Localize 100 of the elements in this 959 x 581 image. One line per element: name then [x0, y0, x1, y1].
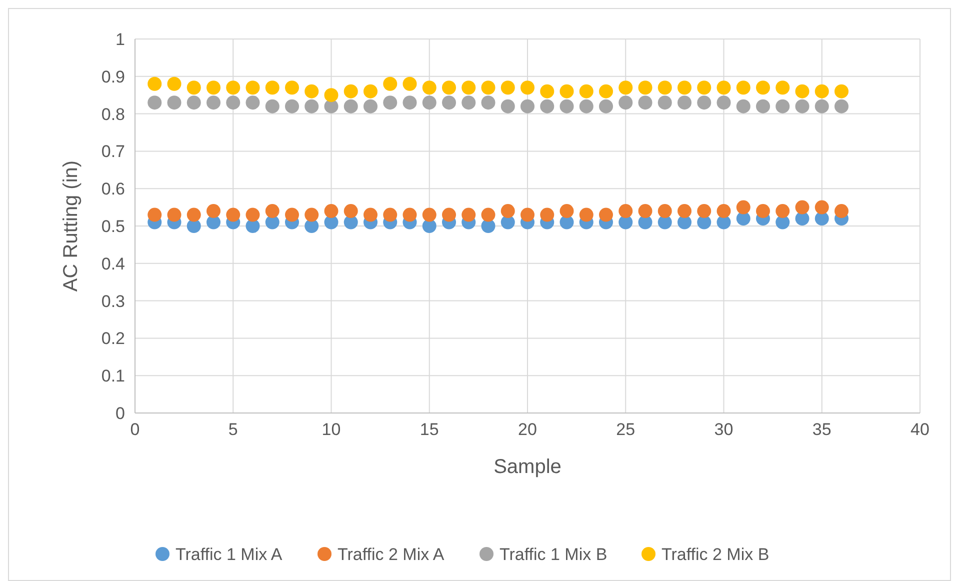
- point: [422, 208, 436, 222]
- point: [814, 84, 829, 98]
- point: [560, 99, 574, 114]
- y-tick-label: 1: [116, 30, 125, 49]
- point: [560, 204, 574, 218]
- point: [422, 80, 436, 95]
- point: [364, 99, 378, 114]
- point: [226, 208, 240, 222]
- y-axis-title: AC Rutting (in): [60, 160, 82, 292]
- point: [618, 204, 633, 218]
- point: [560, 84, 574, 98]
- point: [697, 80, 712, 95]
- point: [638, 96, 652, 110]
- point: [697, 204, 712, 218]
- x-tick-label: 15: [420, 420, 439, 439]
- point: [383, 96, 398, 110]
- point: [736, 200, 750, 214]
- point: [167, 96, 182, 110]
- point: [304, 84, 319, 98]
- point: [697, 96, 712, 110]
- legend-label: Traffic 2 Mix A: [338, 545, 445, 564]
- point: [776, 204, 790, 218]
- point: [481, 208, 496, 222]
- point: [678, 80, 692, 95]
- point: [206, 80, 220, 95]
- point: [265, 204, 280, 218]
- y-tick-label: 0.2: [101, 329, 125, 348]
- point: [383, 76, 398, 91]
- point: [716, 80, 731, 95]
- point: [402, 208, 417, 222]
- point: [167, 76, 182, 91]
- point: [442, 80, 456, 95]
- point: [481, 80, 496, 95]
- point: [206, 96, 220, 110]
- point: [402, 96, 417, 110]
- point: [324, 88, 338, 102]
- point: [756, 99, 770, 114]
- point: [246, 208, 260, 222]
- point: [736, 99, 750, 114]
- point: [520, 208, 534, 222]
- point: [678, 215, 692, 230]
- point: [756, 80, 770, 95]
- point: [206, 215, 220, 230]
- x-tick-label: 10: [322, 420, 341, 439]
- point: [304, 99, 319, 114]
- point: [167, 208, 182, 222]
- y-tick-label: 0: [116, 404, 125, 423]
- point: [402, 76, 417, 91]
- x-tick-label: 0: [130, 420, 140, 439]
- point: [285, 99, 299, 114]
- point: [285, 208, 299, 222]
- point: [246, 80, 260, 95]
- x-tick-label: 5: [228, 420, 238, 439]
- point: [206, 204, 220, 218]
- point: [481, 96, 496, 110]
- point: [540, 208, 554, 222]
- x-tick-label: 40: [910, 420, 930, 439]
- point: [265, 99, 280, 114]
- point: [599, 99, 613, 114]
- x-tick-label: 20: [518, 420, 537, 439]
- point: [716, 96, 731, 110]
- legend-label: Traffic 1 Mix A: [176, 545, 283, 564]
- point: [364, 208, 378, 222]
- point: [540, 84, 554, 98]
- point: [500, 80, 515, 95]
- point: [246, 96, 260, 110]
- point: [834, 84, 848, 98]
- point: [678, 96, 692, 110]
- x-axis-title: Sample: [494, 456, 562, 478]
- x-tick-label: 25: [616, 420, 636, 439]
- point: [186, 80, 201, 95]
- point: [756, 204, 770, 218]
- point: [599, 208, 613, 222]
- point: [344, 99, 358, 114]
- y-tick-label: 0.5: [101, 217, 125, 236]
- point: [148, 76, 162, 91]
- y-tick-label: 0.8: [101, 104, 125, 124]
- point: [520, 80, 534, 95]
- point: [638, 204, 652, 218]
- point: [462, 80, 476, 95]
- point: [814, 200, 829, 214]
- point: [500, 99, 515, 114]
- point: [599, 84, 613, 98]
- point: [638, 80, 652, 95]
- point: [814, 99, 829, 114]
- point: [462, 208, 476, 222]
- point: [285, 80, 299, 95]
- point: [795, 84, 810, 98]
- point: [324, 204, 338, 218]
- point: [344, 204, 358, 218]
- point: [776, 80, 790, 95]
- y-tick-label: 0.4: [101, 254, 125, 274]
- point: [226, 80, 240, 95]
- point: [226, 96, 240, 110]
- point: [304, 208, 319, 222]
- point: [736, 80, 750, 95]
- point: [364, 84, 378, 98]
- point: [579, 84, 594, 98]
- y-tick-label: 0.9: [101, 67, 125, 86]
- point: [540, 99, 554, 114]
